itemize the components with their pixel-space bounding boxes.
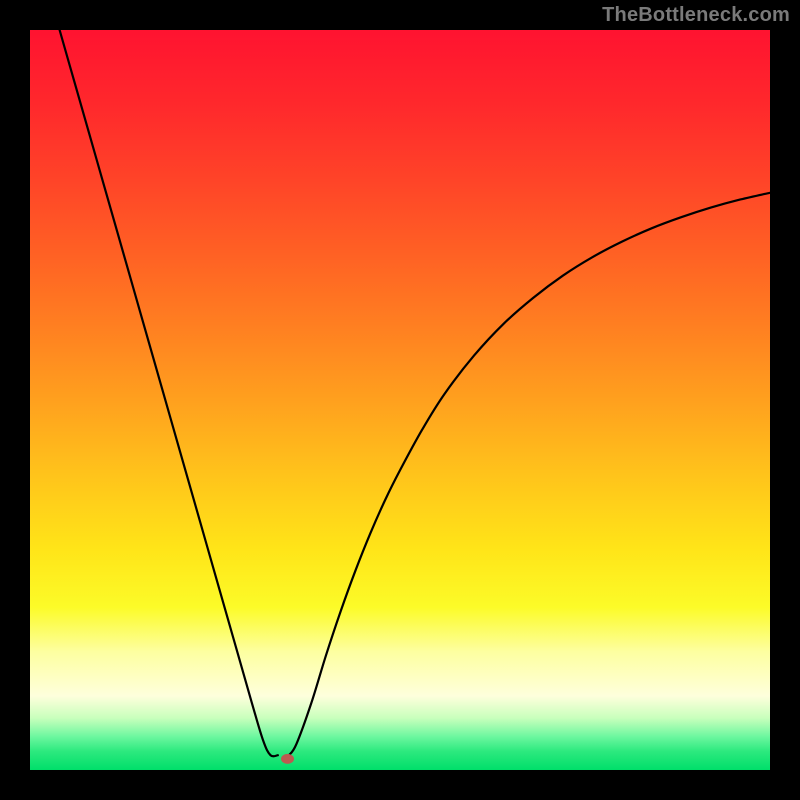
bottleneck-marker: [281, 754, 294, 764]
chart-svg: [0, 0, 800, 800]
bottleneck-chart: TheBottleneck.com: [0, 0, 800, 800]
watermark-text: TheBottleneck.com: [602, 4, 790, 27]
